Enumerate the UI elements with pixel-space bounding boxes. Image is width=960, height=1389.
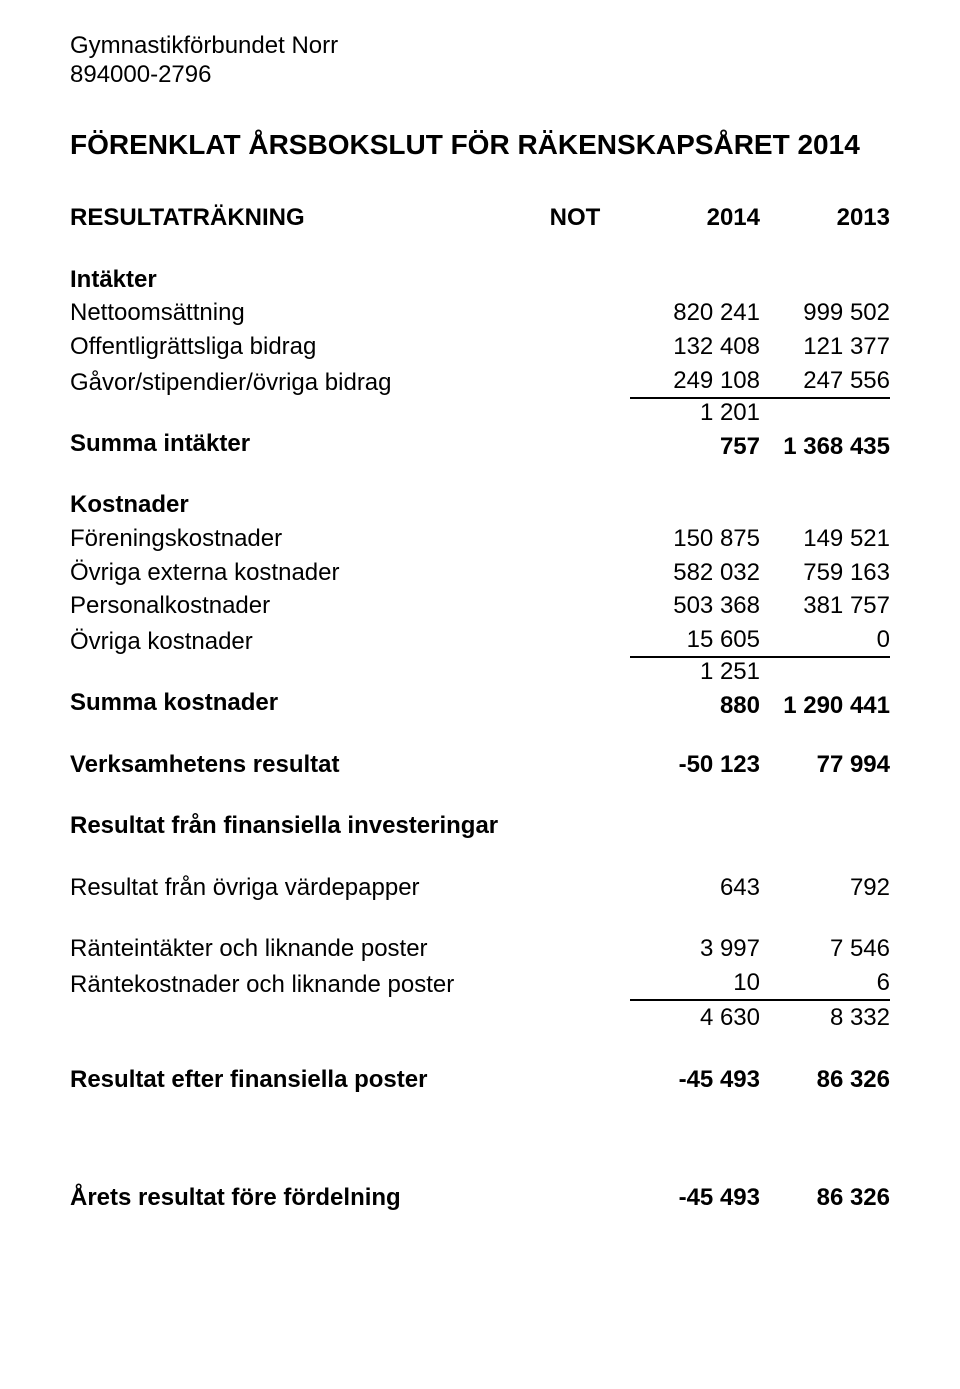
table-row: Ränteintäkter och liknande poster 3 997 … [70,932,890,966]
row-value: 7 546 [760,932,890,966]
row-value: 792 [760,871,890,905]
row-value: 121 377 [760,330,890,364]
spacer [70,904,890,932]
row-value: 15 605 [630,623,760,659]
row-value: 582 032 [630,556,760,590]
spacer [70,1097,890,1153]
table-row: Gåvor/stipendier/övriga bidrag 249 108 2… [70,364,890,400]
table-row: Personalkostnader 503 368 381 757 [70,589,890,623]
row-label: Offentligrättsliga bidrag [70,330,520,364]
kostnader-heading-row: Kostnader [70,488,890,522]
row-value: 86 326 [760,1063,890,1097]
row-value: 1 290 441 [760,692,890,720]
row-label: Årets resultat före fördelning [70,1181,520,1215]
document-title: FÖRENKLAT ÅRSBOKSLUT FÖR RÄKENSKAPSÅRET … [70,129,890,161]
row-label: Summa intäkter [70,427,520,461]
row-label: Ränteintäkter och liknande poster [70,932,520,966]
summa-intakter-row: Summa intäkter 757 1 368 435 [70,427,890,461]
row-value: 77 994 [760,748,890,782]
row-value: 8 332 [760,1001,890,1035]
org-number: 894000-2796 [70,61,890,89]
intakter-heading-row: Intäkter [70,263,890,297]
spacer [70,235,890,263]
table-row: Nettoomsättning 820 241 999 502 [70,296,890,330]
row-label: Summa kostnader [70,686,520,720]
row-value: 759 163 [760,556,890,590]
income-statement-table: RESULTATRÄKNING NOT 2014 2013 Intäkter N… [70,201,890,1214]
table-row: Offentligrättsliga bidrag 132 408 121 37… [70,330,890,364]
row-label: Föreningskostnader [70,522,520,556]
table-row: Räntekostnader och liknande poster 10 6 [70,966,890,1002]
row-value: 999 502 [760,296,890,330]
row-value: -45 493 [630,1063,760,1097]
row-value: 0 [760,623,890,659]
row-value: 10 [630,966,760,1002]
row-label: Övriga externa kostnader [70,556,520,590]
intakter-heading: Intäkter [70,263,520,297]
row-value: 1 368 435 [760,433,890,461]
verksamhetens-resultat-row: Verksamhetens resultat -50 123 77 994 [70,748,890,782]
row-label: Räntekostnader och liknande poster [70,968,520,1002]
row-value: 3 997 [630,932,760,966]
spacer [70,1153,890,1181]
row-value: 249 108 [630,364,760,400]
row-value: 150 875 [630,522,760,556]
row-value: 6 [760,966,890,1002]
resultat-efter-row: Resultat efter finansiella poster -45 49… [70,1063,890,1097]
sum-part: 1 251 [630,658,760,686]
spacer [70,843,890,871]
row-value: -50 123 [630,748,760,782]
row-value: -45 493 [630,1181,760,1215]
row-value: 381 757 [760,589,890,623]
year-1: 2014 [630,201,760,235]
table-row: Resultat från övriga värdepapper 643 792 [70,871,890,905]
row-value: 247 556 [760,364,890,400]
section-heading: RESULTATRÄKNING [70,201,520,235]
page: Gymnastikförbundet Norr 894000-2796 FÖRE… [0,0,960,1389]
org-name: Gymnastikförbundet Norr [70,30,890,61]
spacer [70,781,890,809]
row-value: 643 [630,871,760,905]
row-value: 132 408 [630,330,760,364]
row-label: Övriga kostnader [70,625,520,659]
row-label: Resultat från övriga värdepapper [70,871,520,905]
fin-sum-row: 4 630 8 332 [70,1001,890,1035]
row-label: Personalkostnader [70,589,520,623]
table-header-row: RESULTATRÄKNING NOT 2014 2013 [70,201,890,235]
spacer [70,460,890,488]
kostnader-heading: Kostnader [70,488,520,522]
row-value: 149 521 [760,522,890,556]
table-row: 1 201 [70,399,890,427]
fin-heading: Resultat från finansiella investeringar [70,809,520,843]
row-value: 880 [630,692,760,720]
row-label: Nettoomsättning [70,296,520,330]
row-label: Gåvor/stipendier/övriga bidrag [70,366,520,400]
table-row: Övriga kostnader 15 605 0 [70,623,890,659]
table-row: 1 251 [70,658,890,686]
table-row: Föreningskostnader 150 875 149 521 [70,522,890,556]
row-value: 757 [630,433,760,461]
arets-resultat-row: Årets resultat före fördelning -45 493 8… [70,1181,890,1215]
spacer [70,720,890,748]
sum-part: 1 201 [630,399,760,427]
finansiella-heading-row: Resultat från finansiella investeringar [70,809,890,843]
row-label: Verksamhetens resultat [70,748,520,782]
table-row: Övriga externa kostnader 582 032 759 163 [70,556,890,590]
row-value: 4 630 [630,1001,760,1035]
row-value: 503 368 [630,589,760,623]
row-value: 820 241 [630,296,760,330]
year-2: 2013 [760,201,890,235]
row-label: Resultat efter finansiella poster [70,1063,520,1097]
note-heading: NOT [520,201,630,235]
summa-kostnader-row: Summa kostnader 880 1 290 441 [70,686,890,720]
row-value: 86 326 [760,1181,890,1215]
spacer [70,1035,890,1063]
